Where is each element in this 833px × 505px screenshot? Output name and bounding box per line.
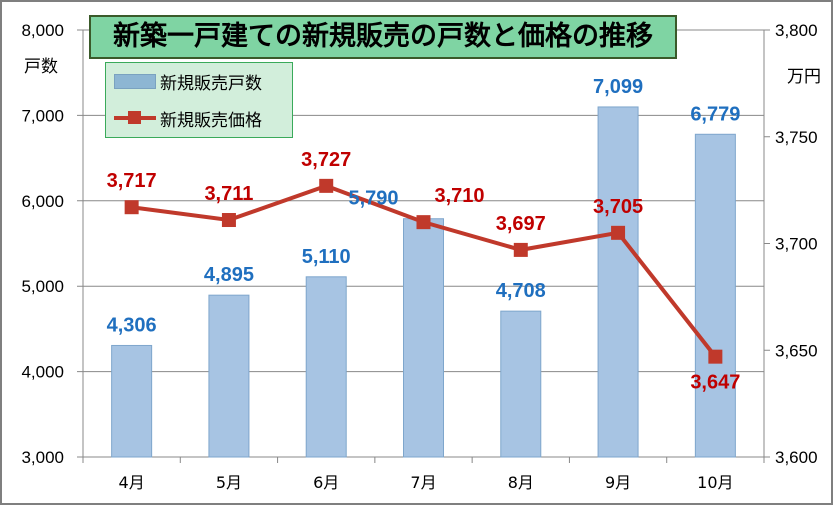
- price-data-label: 3,717: [107, 170, 157, 192]
- bar-data-label: 5,790: [348, 188, 398, 210]
- price-marker: [708, 349, 723, 364]
- bar: [403, 218, 444, 458]
- bar-data-label: 4,708: [496, 280, 546, 302]
- x-tick-label: 7月: [410, 473, 436, 492]
- right-tick-label: 3,600: [775, 448, 818, 467]
- price-data-label: 3,647: [690, 372, 740, 394]
- price-marker: [221, 213, 236, 228]
- price-marker: [319, 178, 334, 193]
- left-tick-label: 3,000: [21, 448, 64, 467]
- bar-data-label: 4,306: [107, 314, 157, 336]
- x-tick-label: 9月: [605, 473, 631, 492]
- price-data-label: 3,711: [204, 183, 253, 205]
- right-tick-label: 3,700: [775, 235, 818, 254]
- bar: [111, 344, 153, 458]
- left-tick-label: 4,000: [21, 363, 64, 382]
- x-tick-label: 10月: [697, 473, 733, 492]
- x-tick-label: 4月: [119, 473, 145, 492]
- price-marker: [611, 225, 626, 240]
- legend-line-swatch: [114, 105, 156, 131]
- legend-bar-swatch: [114, 73, 156, 89]
- price-marker: [124, 200, 139, 215]
- left-tick-label: 6,000: [21, 192, 64, 211]
- right-axis-label: 万円: [787, 67, 821, 87]
- price-data-label: 3,705: [593, 196, 643, 218]
- legend-label: 新規販売戸数: [160, 73, 262, 94]
- left-tick-label: 8,000: [21, 21, 64, 40]
- bar-data-label: 6,779: [690, 103, 740, 125]
- bar-data-label: 5,110: [302, 246, 351, 268]
- bar: [694, 133, 736, 458]
- price-data-label: 3,727: [301, 149, 351, 171]
- bar: [597, 106, 639, 458]
- x-tick-label: 5月: [216, 473, 242, 492]
- legend: 新規販売戸数 新規販売価格: [105, 62, 293, 138]
- price-data-label: 3,710: [434, 185, 484, 207]
- price-marker: [416, 215, 431, 230]
- legend-label: 新規販売価格: [160, 110, 262, 131]
- bar-data-label: 4,895: [204, 264, 254, 286]
- left-axis-label: 戸数: [24, 57, 58, 77]
- x-tick-label: 8月: [508, 473, 534, 492]
- legend-item-bars: 新規販売戸数: [114, 68, 262, 94]
- bar-data-label: 7,099: [593, 76, 643, 98]
- x-tick-label: 6月: [313, 473, 339, 492]
- price-marker: [513, 242, 528, 257]
- chart-title: 新築一戸建ての新規販売の戸数と価格の推移: [89, 15, 677, 59]
- right-tick-label: 3,650: [775, 341, 818, 360]
- legend-item-line: 新規販売価格: [114, 105, 262, 131]
- bar: [305, 276, 347, 458]
- price-data-label: 3,697: [496, 213, 546, 235]
- right-tick-label: 3,750: [775, 128, 818, 147]
- left-tick-label: 7,000: [21, 106, 64, 125]
- bar: [500, 310, 542, 458]
- left-tick-label: 5,000: [21, 277, 64, 296]
- bar: [208, 294, 250, 458]
- right-tick-label: 3,800: [775, 21, 818, 40]
